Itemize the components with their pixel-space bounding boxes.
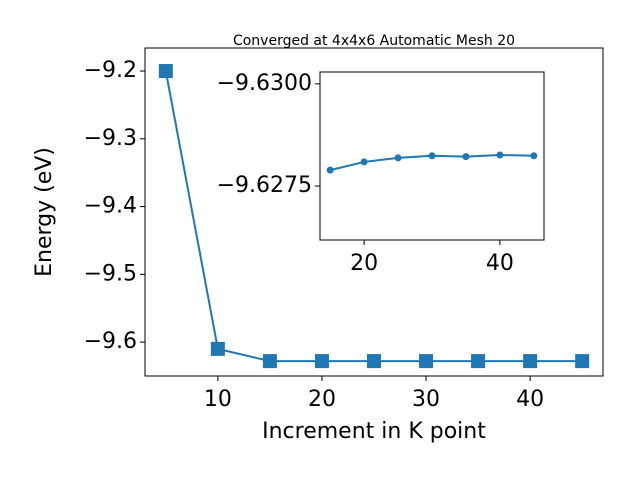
plot-frame xyxy=(319,71,545,241)
x-tick-label: 20 xyxy=(308,387,336,412)
data-marker xyxy=(326,166,334,174)
data-marker xyxy=(262,354,277,369)
chart-title: Converged at 4x4x6 Automatic Mesh 20 xyxy=(233,33,515,49)
plot-frame xyxy=(144,47,604,377)
data-marker xyxy=(394,154,402,162)
y-tick-label: −9.6275 xyxy=(217,173,312,198)
data-marker xyxy=(530,152,538,160)
y-tick-label: −9.3 xyxy=(84,126,137,151)
x-axis-label: Increment in K point xyxy=(262,419,486,444)
data-marker xyxy=(210,341,225,356)
data-marker xyxy=(462,153,470,161)
data-marker xyxy=(471,354,486,369)
data-marker xyxy=(314,354,329,369)
x-tick-label: 40 xyxy=(486,251,514,276)
data-marker xyxy=(575,354,590,369)
data-marker xyxy=(523,354,538,369)
data-marker xyxy=(428,152,436,160)
data-marker xyxy=(360,158,368,166)
data-marker xyxy=(158,64,173,79)
data-marker xyxy=(367,354,381,369)
y-tick-label: −9.4 xyxy=(84,194,137,219)
x-tick-label: 30 xyxy=(412,387,440,412)
x-tick-label: 40 xyxy=(516,387,544,412)
x-tick-label: 10 xyxy=(204,387,232,412)
y-tick-label: −9.2 xyxy=(84,58,137,83)
y-tick-label: −9.6300 xyxy=(217,71,312,96)
x-tick-label: 20 xyxy=(350,251,378,276)
y-tick-label: −9.5 xyxy=(84,261,137,286)
y-axis-label: Energy (eV) xyxy=(32,147,57,277)
data-marker xyxy=(496,151,504,159)
y-tick-label: −9.6 xyxy=(84,329,137,354)
data-marker xyxy=(419,354,434,369)
